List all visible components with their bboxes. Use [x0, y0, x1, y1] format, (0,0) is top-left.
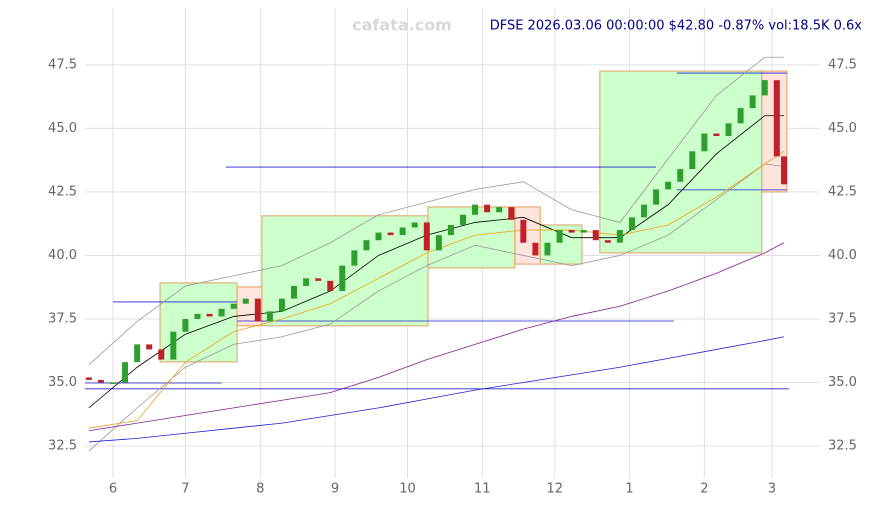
candle: [616, 230, 623, 243]
candle: [134, 344, 141, 363]
candle: [230, 303, 237, 309]
candle: [496, 207, 503, 213]
candle: [460, 214, 466, 225]
candle: [399, 227, 406, 236]
candle: [604, 240, 611, 243]
candle: [653, 189, 660, 205]
candle: [773, 80, 780, 157]
y-tick-label: 45.0: [48, 121, 77, 136]
candle: [781, 156, 788, 185]
candle: [242, 298, 249, 304]
x-tick-label: 7: [181, 482, 189, 497]
x-tick-label: 11: [474, 482, 491, 497]
candle: [484, 204, 491, 213]
candle: [749, 95, 756, 109]
candle: [423, 222, 430, 251]
y-tick-label: 45.0: [828, 121, 857, 136]
zone: [514, 206, 541, 265]
candle: [327, 280, 334, 292]
candle: [532, 242, 539, 256]
candle: [677, 169, 684, 182]
candle: [665, 181, 672, 190]
y-tick-label: 40.0: [828, 248, 857, 263]
candle: [158, 349, 165, 360]
x-tick-label: 6: [109, 482, 117, 497]
y-tick-label: 32.5: [828, 438, 857, 453]
indicator-line: [88, 150, 785, 429]
x-tick-label: 8: [256, 482, 264, 497]
indicator-line: [88, 163, 785, 452]
watermark: cafata.com: [352, 16, 452, 35]
candle: [218, 308, 225, 317]
candle: [194, 313, 201, 319]
candle: [520, 219, 527, 243]
y-tick-label: 42.5: [828, 184, 857, 199]
candle: [363, 240, 370, 251]
zone: [599, 70, 763, 254]
candle: [375, 232, 382, 241]
candle: [737, 108, 744, 124]
candle: [411, 222, 418, 228]
x-tick-label: 10: [399, 482, 416, 497]
candle: [725, 123, 732, 137]
x-tick-label: 3: [768, 482, 776, 497]
candle: [447, 224, 454, 236]
candle: [556, 230, 563, 243]
candle: [628, 217, 635, 231]
candle: [146, 344, 153, 350]
candle: [351, 250, 358, 266]
candle: [580, 230, 587, 233]
x-tick-label: 2: [700, 482, 708, 497]
x-tick-label: 1: [625, 482, 633, 497]
y-tick-label: 32.5: [48, 438, 77, 453]
y-tick-label: 35.0: [48, 375, 77, 390]
candle: [508, 207, 515, 220]
candle: [122, 362, 129, 383]
candle: [266, 311, 273, 322]
candle: [568, 230, 575, 233]
candle: [254, 298, 261, 322]
candle: [472, 204, 479, 215]
y-tick-label: 35.0: [828, 375, 857, 390]
x-tick-label: 12: [546, 482, 563, 497]
chart-title: DFSE 2026.03.06 00:00:00 $42.80 -0.87% v…: [490, 19, 863, 34]
candle: [701, 133, 708, 152]
y-tick-label: 42.5: [48, 184, 77, 199]
candle: [97, 379, 104, 383]
candle: [435, 235, 442, 251]
candle: [278, 298, 285, 312]
candle: [339, 265, 346, 292]
x-tick-label: 9: [331, 482, 339, 497]
candle: [713, 133, 720, 137]
y-tick-label: 47.5: [48, 57, 77, 72]
indicator-line: [88, 56, 785, 365]
candle: [291, 285, 298, 299]
candle: [206, 313, 213, 317]
candle: [641, 204, 648, 218]
candle: [315, 278, 322, 281]
indicator-line: [88, 242, 785, 432]
candle: [110, 382, 116, 384]
candle: [689, 151, 696, 170]
y-tick-label: 40.0: [48, 248, 77, 263]
candle: [170, 331, 177, 360]
candle: [592, 230, 599, 241]
candle: [544, 242, 551, 256]
candle: [761, 80, 768, 96]
candle: [85, 377, 92, 380]
y-tick-label: 37.5: [48, 311, 77, 326]
y-tick-label: 37.5: [828, 311, 857, 326]
candle: [303, 278, 310, 286]
indicator-line: [88, 336, 785, 443]
candle: [182, 318, 189, 332]
candle: [387, 232, 394, 236]
y-tick-label: 47.5: [828, 57, 857, 72]
